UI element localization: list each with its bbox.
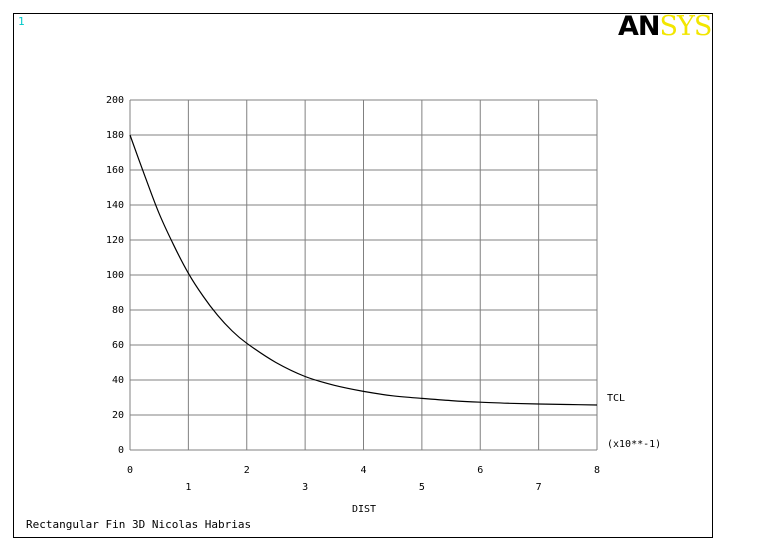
y-tick-label: 180: [106, 130, 124, 141]
x-tick-label: 7: [536, 482, 542, 493]
ansys-logo: ANSYS: [618, 11, 713, 43]
y-tick-label: 0: [118, 445, 124, 456]
x-tick-label: 6: [477, 465, 483, 476]
x-tick-label: 5: [419, 482, 425, 493]
window-number-label: 1: [18, 15, 25, 28]
grid-lines: [129, 99, 598, 451]
y-tick-label: 200: [106, 95, 124, 106]
x-tick-label: 3: [302, 482, 308, 493]
x-axis-multiplier-label: (x10**-1): [607, 439, 661, 450]
x-tick-label: 1: [185, 482, 191, 493]
logo-part-sys: SYS: [659, 11, 713, 42]
series-line-tcl: [129, 134, 598, 406]
x-tick-label: 0: [127, 465, 133, 476]
series-layer: TCL: [129, 134, 625, 406]
x-tick-labels: 0 2 4 6 8 1 3 5 7: [127, 465, 600, 493]
x-tick-label: 8: [594, 465, 600, 476]
y-tick-label: 140: [106, 200, 124, 211]
series-label: TCL: [607, 393, 625, 404]
x-axis-title: DIST: [352, 504, 376, 515]
y-tick-label: 20: [112, 410, 124, 421]
y-tick-label: 160: [106, 165, 124, 176]
plot-caption: Rectangular Fin 3D Nicolas Habrias: [26, 518, 252, 531]
y-tick-label: 60: [112, 340, 124, 351]
x-tick-label: 2: [244, 465, 250, 476]
y-tick-labels: 0 20 40 60 80 100 120 140 160 180 200: [106, 95, 124, 456]
y-tick-label: 100: [106, 270, 124, 281]
y-tick-label: 80: [112, 305, 124, 316]
logo-part-an: AN: [618, 11, 660, 42]
y-tick-label: 40: [112, 375, 124, 386]
x-tick-label: 4: [360, 465, 366, 476]
y-tick-label: 120: [106, 235, 124, 246]
